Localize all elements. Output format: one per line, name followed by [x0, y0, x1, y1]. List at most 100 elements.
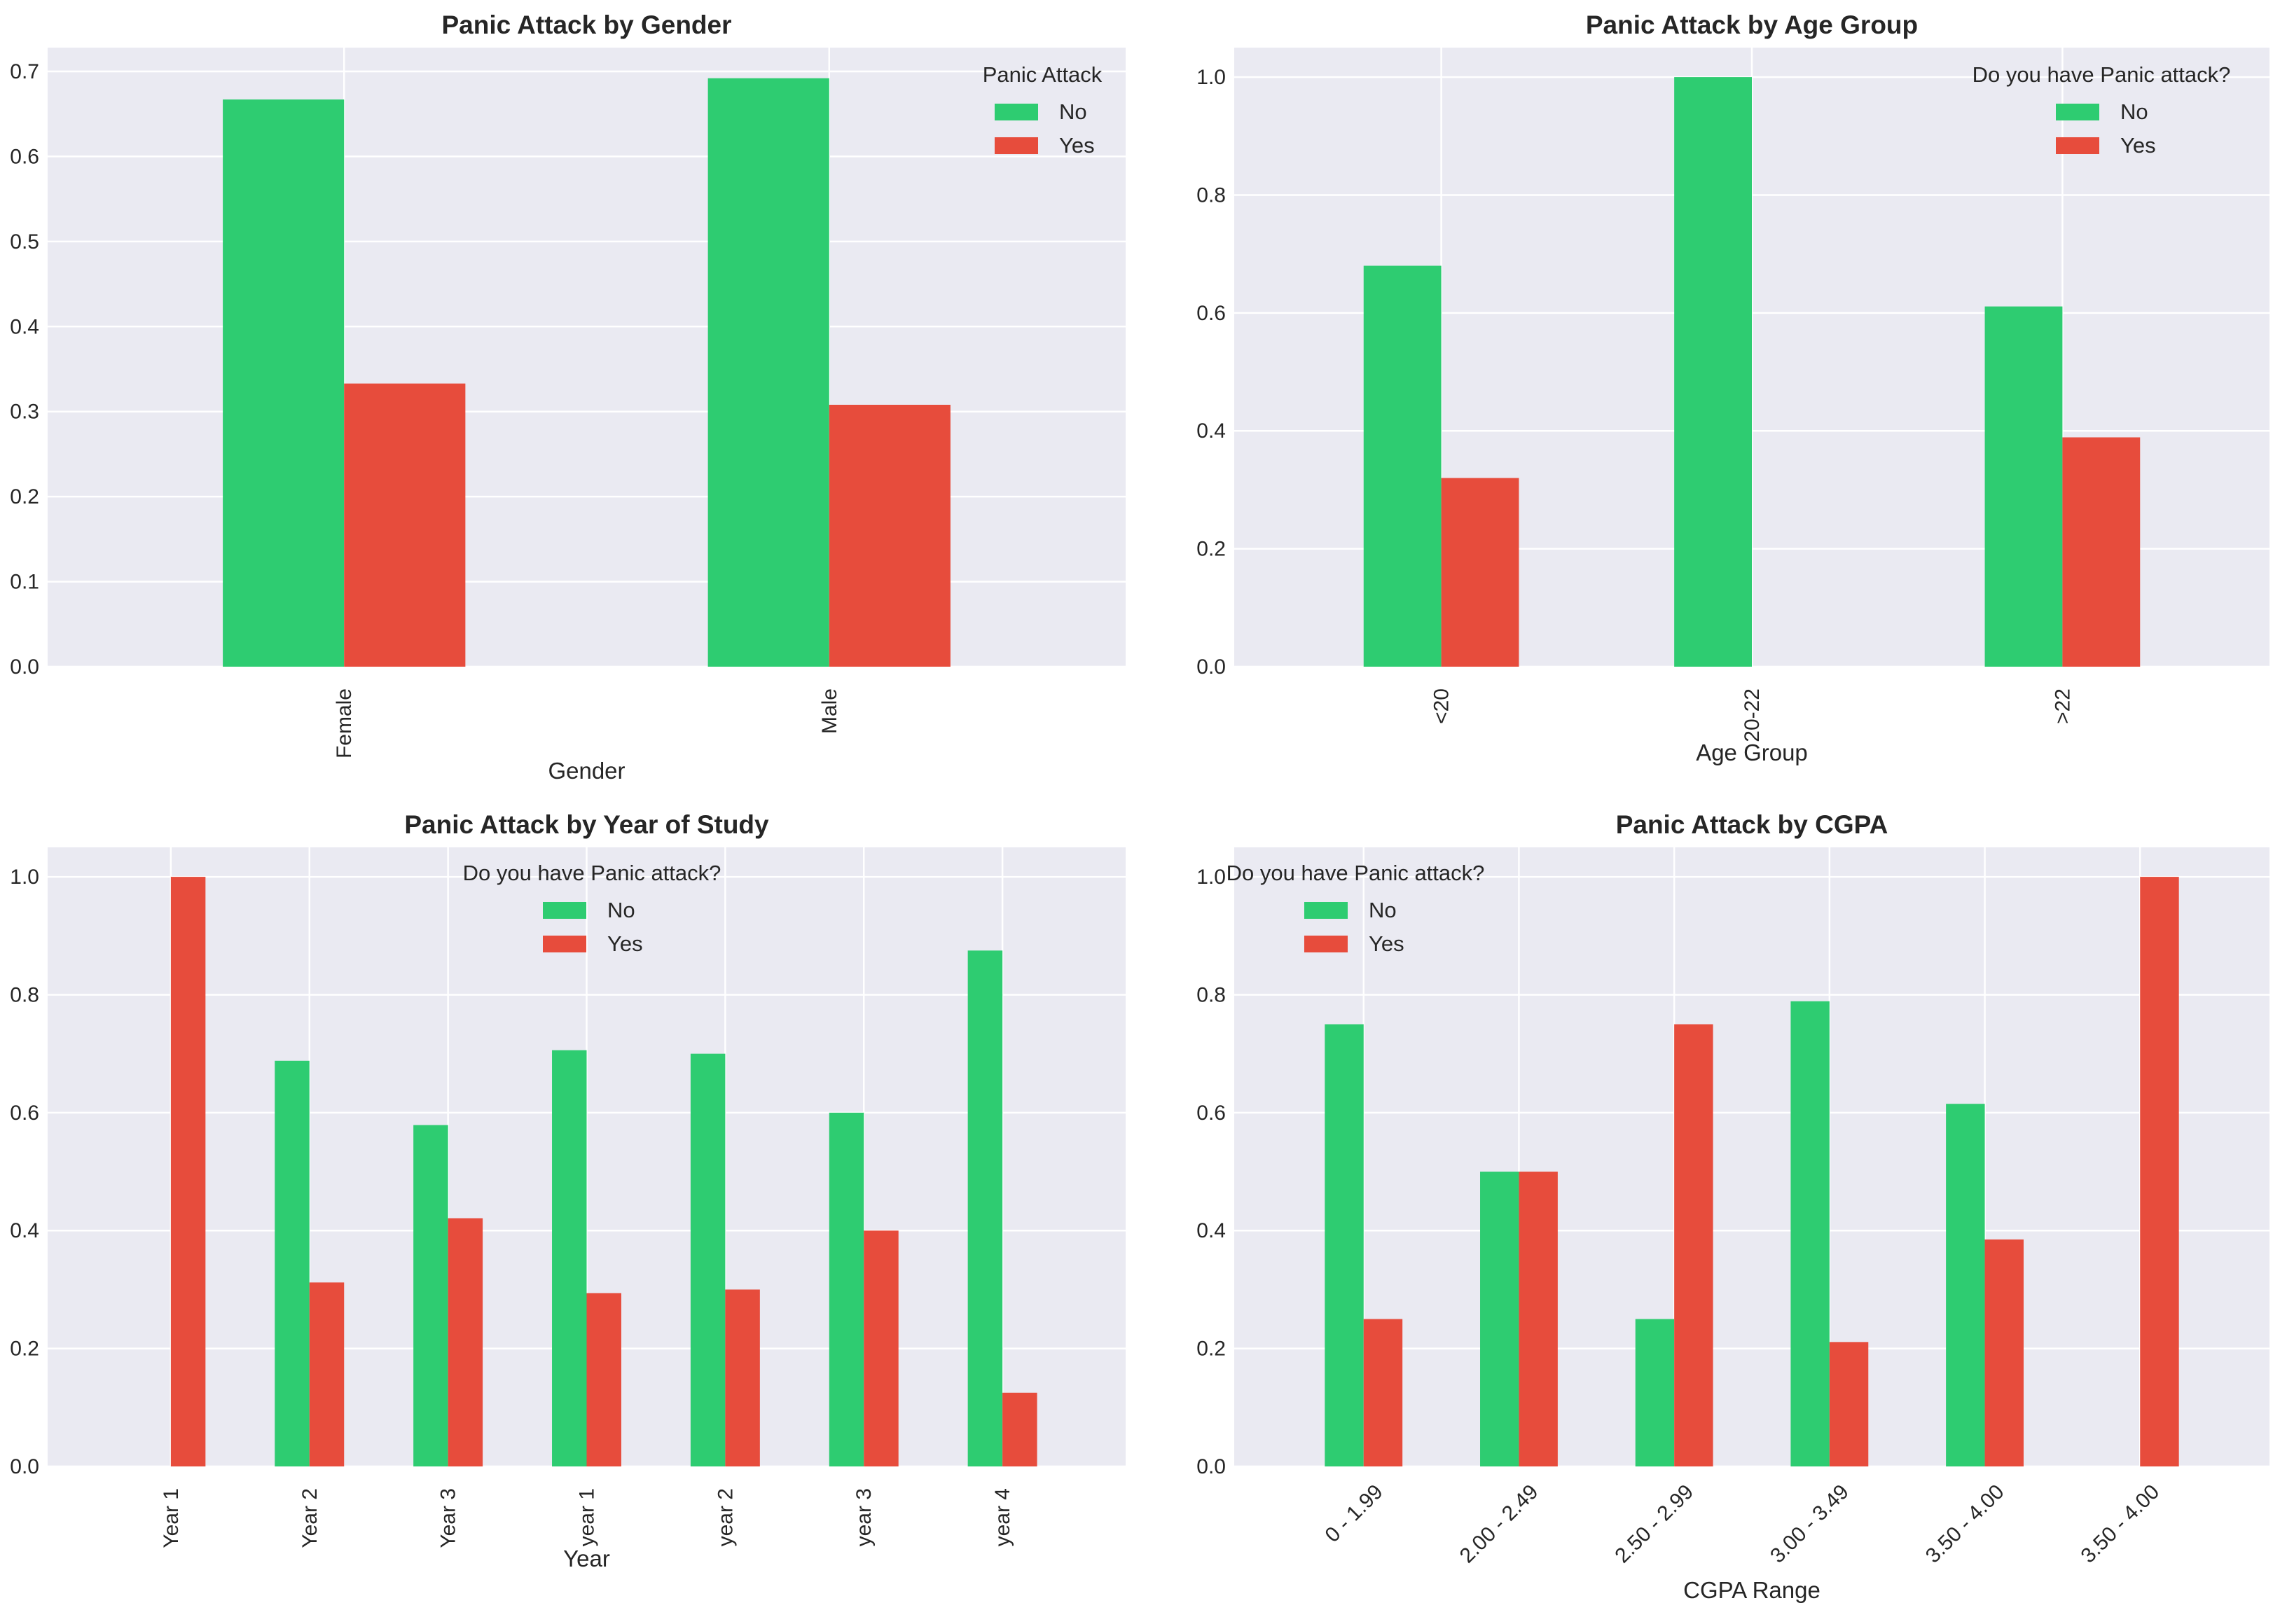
bar-no-3	[413, 1125, 448, 1466]
bar-yes-7	[1002, 1392, 1037, 1466]
x-axis-label: Year	[563, 1546, 610, 1571]
y-tick-label: 0.1	[10, 571, 39, 594]
x-tick-label: year 1	[576, 1488, 599, 1546]
bar-no-7	[967, 950, 1003, 1466]
legend-label-yes: Yes	[2120, 133, 2156, 158]
bar-yes-6	[2140, 877, 2179, 1466]
x-axis-label: Age Group	[1696, 740, 1808, 765]
bar-no-4	[552, 1050, 587, 1466]
bar-no-3	[1635, 1319, 1675, 1466]
legend-label-no: No	[1059, 99, 1087, 124]
bar-yes-3	[2062, 437, 2141, 667]
chart-title: Panic Attack by Age Group	[1586, 11, 1918, 39]
y-tick-label: 0.0	[1196, 655, 1226, 679]
legend-title: Panic Attack	[983, 62, 1103, 87]
legend-label-no: No	[607, 898, 635, 922]
legend-title: Do you have Panic attack?	[463, 861, 721, 885]
bar-no-2	[1674, 77, 1752, 667]
bar-yes-2	[309, 1282, 345, 1466]
legend-title: Do you have Panic attack?	[1227, 861, 1485, 885]
bar-yes-1	[1441, 478, 1519, 667]
legend-swatch-no	[543, 902, 586, 919]
y-tick-label: 0.4	[1196, 1219, 1226, 1242]
x-tick-label: 20-22	[1741, 688, 1764, 742]
bar-yes-1	[344, 383, 466, 667]
bar-no-2	[707, 78, 829, 667]
legend-title: Do you have Panic attack?	[1972, 62, 2231, 87]
legend-swatch-yes	[543, 936, 586, 952]
y-tick-label: 0.4	[1196, 419, 1226, 443]
legend: Do you have Panic attack? No Yes	[1227, 861, 1485, 956]
x-tick-label: Year 3	[437, 1488, 460, 1548]
legend-swatch-no	[995, 104, 1038, 120]
x-tick-label: year 4	[991, 1488, 1014, 1546]
chart-1: 0.0 0.1 0.2 0.3 0.4 0.5 0.6 0.7 Female Male Panic …	[10, 11, 1126, 784]
y-tick-label: 1.0	[1196, 66, 1226, 89]
bar-yes-2	[829, 405, 951, 667]
legend-swatch-yes	[2056, 137, 2099, 154]
y-tick-label: 1.0	[1196, 866, 1226, 889]
legend: Panic Attack No Yes	[983, 62, 1103, 158]
x-tick-label: >22	[2051, 688, 2074, 724]
bar-no-2	[275, 1060, 310, 1466]
y-tick-label: 0.6	[1196, 1102, 1226, 1125]
y-tick-label: 0.2	[10, 1338, 39, 1361]
bar-yes-2	[1519, 1172, 1558, 1466]
legend-label-yes: Yes	[1369, 931, 1404, 956]
bar-yes-4	[586, 1293, 621, 1466]
x-axis-label: Gender	[548, 758, 625, 784]
chart-3: 0.0 0.2 0.4 0.6 0.8 1.0 Year 1 Year 2 Year 3 year…	[10, 810, 1126, 1571]
legend-swatch-yes	[995, 137, 1038, 154]
bar-no-1	[1325, 1024, 1364, 1466]
y-tick-label: 0.5	[10, 230, 39, 254]
y-tick-label: 0.0	[10, 655, 39, 679]
bar-no-6	[829, 1112, 864, 1466]
plot-area	[1234, 847, 2269, 1466]
y-tick-label: 0.4	[10, 1219, 39, 1242]
legend-swatch-no	[1304, 902, 1348, 919]
x-axis-label: CGPA Range	[1683, 1577, 1820, 1603]
legend-label-no: No	[2120, 99, 2148, 124]
bar-no-3	[1984, 306, 2063, 667]
y-tick-label: 0.0	[1196, 1455, 1226, 1478]
y-tick-label: 0.7	[10, 60, 39, 83]
x-tick-label: Year 1	[160, 1488, 183, 1548]
bar-no-1	[223, 99, 345, 667]
chart-title: Panic Attack by Year of Study	[404, 810, 769, 839]
bar-yes-1	[1363, 1319, 1403, 1466]
chart-2: 0.0 0.2 0.4 0.6 0.8 1.0 <20 20-22 >22 Panic Attac…	[1196, 11, 2269, 765]
y-tick-label: 0.8	[10, 983, 39, 1006]
bar-yes-3	[448, 1218, 483, 1466]
x-tick-label: Year 2	[298, 1488, 322, 1548]
x-tick-label: year 2	[714, 1488, 737, 1546]
y-tick-label: 0.2	[1196, 1338, 1226, 1361]
bar-no-4	[1790, 1001, 1830, 1466]
legend: Do you have Panic attack? No Yes	[463, 861, 721, 956]
bar-yes-3	[1674, 1024, 1713, 1466]
legend-swatch-no	[2056, 104, 2099, 120]
chart-title: Panic Attack by CGPA	[1616, 810, 1888, 839]
y-tick-label: 0.6	[10, 1102, 39, 1125]
legend: Do you have Panic attack? No Yes	[1972, 62, 2231, 158]
bar-yes-6	[864, 1230, 899, 1466]
legend-label-yes: Yes	[607, 931, 643, 956]
bar-no-2	[1480, 1172, 1519, 1466]
bar-yes-5	[1984, 1239, 2024, 1466]
legend-label-yes: Yes	[1059, 133, 1095, 158]
y-tick-label: 1.0	[10, 866, 39, 889]
legend-swatch-yes	[1304, 936, 1348, 952]
x-tick-label: year 3	[852, 1488, 876, 1546]
y-tick-label: 0.2	[1196, 538, 1226, 561]
x-tick-label: <20	[1430, 688, 1453, 724]
x-tick-label: Female	[333, 688, 356, 758]
x-tick-label: Male	[818, 688, 841, 734]
plot-area	[48, 48, 1126, 667]
chart-title: Panic Attack by Gender	[442, 11, 732, 39]
bar-no-1	[1363, 265, 1442, 667]
y-tick-label: 0.6	[10, 145, 39, 168]
bar-yes-1	[170, 877, 206, 1466]
bar-yes-4	[1829, 1342, 1869, 1466]
bar-yes-5	[725, 1289, 760, 1466]
y-tick-label: 0.8	[1196, 183, 1226, 207]
